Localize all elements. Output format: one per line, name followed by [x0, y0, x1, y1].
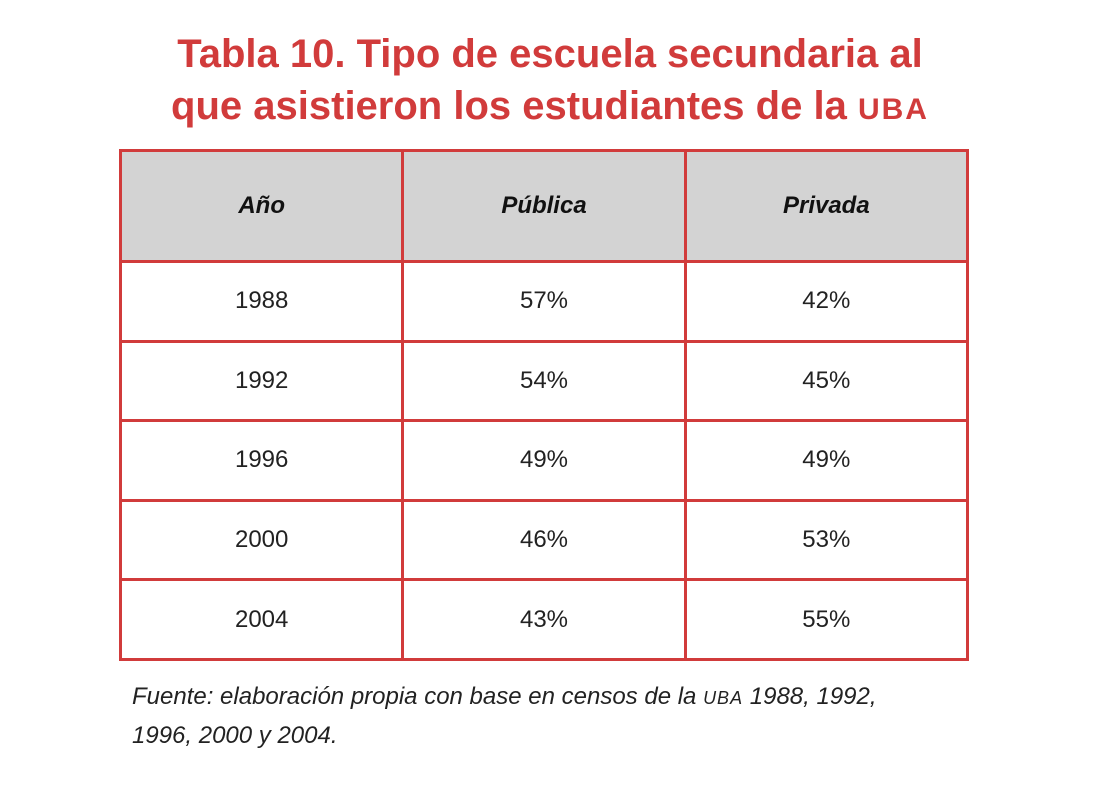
title-line-1: Tabla 10. Tipo de escuela secundaria al [177, 32, 923, 76]
table-row: 2004 43% 55% [118, 578, 970, 661]
cell-year: 2004 [118, 578, 405, 661]
source-abbr: UBA [703, 688, 744, 708]
cell-year: 1996 [118, 419, 405, 502]
source-note: Fuente: elaboración propia con base en c… [132, 678, 992, 755]
table-row: 1988 57% 42% [118, 260, 970, 343]
table-row: 2000 46% 53% [118, 498, 970, 582]
source-line-1: Fuente: elaboración propia con base en c… [132, 678, 992, 717]
table-row: 1996 49% 49% [118, 419, 970, 502]
cell-public: 43% [401, 578, 687, 661]
title-line-2: que asistieron los estudiantes de la UBA [0, 80, 1100, 136]
cell-private: 42% [683, 260, 970, 343]
cell-private: 55% [683, 578, 970, 661]
source-line-2: 1996, 2000 y 2004. [132, 722, 338, 749]
data-table-wrapper: Año Pública Privada 1988 57% 42% 1992 54… [118, 149, 970, 661]
table-header-row: Año Pública Privada [118, 149, 970, 263]
column-header-public: Pública [401, 149, 687, 263]
cell-year: 1992 [118, 339, 405, 423]
cell-public: 54% [401, 339, 687, 423]
title-line-2-text: que asistieron los estudiantes de la [171, 84, 847, 128]
title-abbr: UBA [857, 93, 929, 126]
cell-private: 45% [683, 339, 970, 423]
cell-public: 46% [401, 498, 687, 582]
cell-year: 1988 [118, 260, 405, 343]
source-text-after: 1988, 1992, [749, 683, 877, 710]
cell-private: 49% [683, 419, 970, 502]
column-header-private: Privada [683, 149, 970, 263]
cell-year: 2000 [118, 498, 405, 582]
source-text-before: Fuente: elaboración propia con base en c… [132, 683, 697, 710]
table-title: Tabla 10. Tipo de escuela secundaria al … [0, 28, 1100, 136]
data-table: Año Pública Privada 1988 57% 42% 1992 54… [118, 149, 970, 661]
column-header-year: Año [118, 149, 405, 263]
cell-private: 53% [683, 498, 970, 582]
table-row: 1992 54% 45% [118, 339, 970, 423]
cell-public: 57% [401, 260, 687, 343]
cell-public: 49% [401, 419, 687, 502]
